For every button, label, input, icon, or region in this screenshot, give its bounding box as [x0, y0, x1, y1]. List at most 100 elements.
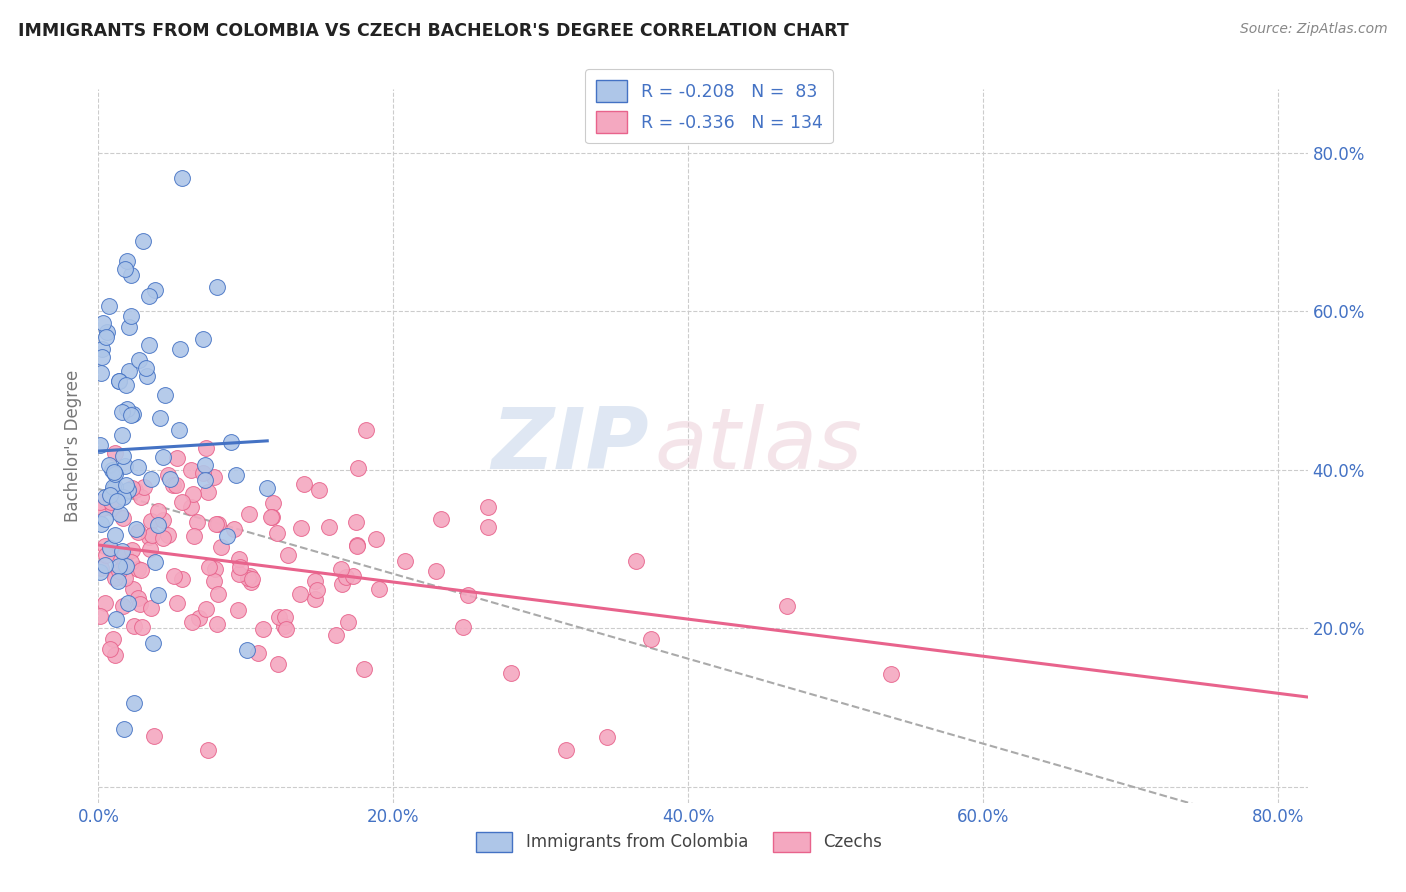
Point — [207, 587, 229, 601]
Point — [347, 460, 370, 475]
Point — [142, 635, 165, 649]
Point — [276, 622, 298, 636]
Point — [222, 522, 245, 536]
Point — [197, 743, 219, 757]
Point — [170, 171, 193, 186]
Point — [266, 526, 288, 541]
Point — [337, 615, 360, 629]
Point — [180, 463, 202, 477]
Point — [89, 495, 111, 509]
Point — [139, 600, 162, 615]
Point — [98, 542, 121, 557]
Point — [260, 510, 283, 524]
Point — [103, 465, 125, 479]
Point — [115, 401, 138, 416]
Point — [626, 554, 648, 568]
Point — [114, 458, 136, 473]
Point — [114, 485, 136, 500]
Point — [356, 423, 378, 437]
Point — [344, 515, 367, 529]
Point — [114, 548, 136, 562]
Point — [128, 597, 150, 611]
Point — [103, 483, 125, 497]
Point — [318, 520, 340, 534]
Point — [554, 743, 576, 757]
Point — [162, 569, 184, 583]
Point — [330, 577, 353, 591]
Text: Source: ZipAtlas.com: Source: ZipAtlas.com — [1240, 22, 1388, 37]
Point — [96, 325, 118, 339]
Point — [205, 517, 228, 532]
Point — [288, 587, 311, 601]
Point — [108, 374, 131, 388]
Point — [425, 564, 447, 578]
Point — [96, 329, 118, 343]
Point — [89, 609, 111, 624]
Point — [305, 583, 328, 598]
Point — [394, 554, 416, 568]
Point — [98, 300, 121, 314]
Point — [451, 620, 474, 634]
Point — [165, 478, 187, 492]
Point — [114, 571, 136, 585]
Point — [193, 474, 215, 488]
Point — [120, 408, 142, 422]
Point — [149, 411, 172, 425]
Point — [256, 481, 278, 495]
Text: ZIP: ZIP — [491, 404, 648, 488]
Point — [197, 559, 219, 574]
Point — [209, 540, 232, 554]
Point — [143, 283, 166, 297]
Point — [112, 511, 135, 525]
Point — [329, 562, 352, 576]
Point — [104, 480, 127, 494]
Point — [89, 565, 111, 579]
Point — [103, 446, 125, 460]
Point — [205, 279, 228, 293]
Point — [103, 501, 125, 516]
Point — [290, 520, 312, 534]
Point — [277, 549, 299, 563]
Point — [148, 588, 170, 602]
Point — [101, 463, 124, 477]
Point — [111, 544, 134, 558]
Point — [246, 646, 269, 660]
Point — [132, 235, 155, 249]
Point — [155, 387, 177, 401]
Point — [292, 477, 315, 491]
Text: IMMIGRANTS FROM COLOMBIA VS CZECH BACHELOR'S DEGREE CORRELATION CHART: IMMIGRANTS FROM COLOMBIA VS CZECH BACHEL… — [18, 22, 849, 40]
Point — [335, 570, 357, 584]
Point — [97, 458, 120, 472]
Point — [252, 622, 274, 636]
Point — [104, 571, 127, 585]
Point — [477, 520, 499, 534]
Point — [152, 450, 174, 465]
Point — [139, 472, 162, 486]
Point — [104, 528, 127, 542]
Point — [181, 615, 204, 629]
Point — [131, 490, 153, 504]
Point — [187, 611, 209, 625]
Point — [111, 491, 134, 505]
Point — [152, 532, 174, 546]
Point — [152, 513, 174, 527]
Point — [262, 496, 284, 510]
Point — [194, 442, 217, 456]
Point — [93, 539, 115, 553]
Point — [202, 470, 225, 484]
Point — [127, 591, 149, 605]
Point — [346, 539, 368, 553]
Point — [89, 437, 111, 451]
Text: atlas: atlas — [655, 404, 863, 488]
Point — [169, 342, 191, 356]
Point — [101, 632, 124, 647]
Point — [366, 532, 388, 546]
Point — [157, 528, 180, 542]
Point — [122, 696, 145, 710]
Point — [104, 467, 127, 481]
Point — [135, 361, 157, 376]
Point — [112, 558, 135, 572]
Point — [308, 483, 330, 497]
Point — [93, 512, 115, 526]
Point — [127, 460, 149, 475]
